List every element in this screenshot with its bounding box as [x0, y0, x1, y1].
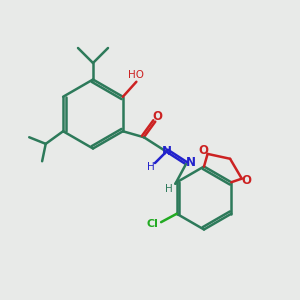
- Text: H: H: [165, 184, 173, 194]
- Text: O: O: [198, 144, 208, 157]
- Text: HO: HO: [128, 70, 144, 80]
- Text: O: O: [241, 174, 251, 187]
- Text: Cl: Cl: [146, 219, 158, 229]
- Text: N: N: [185, 156, 195, 169]
- Text: O: O: [153, 110, 163, 123]
- Text: N: N: [162, 145, 172, 158]
- Text: H: H: [147, 162, 155, 172]
